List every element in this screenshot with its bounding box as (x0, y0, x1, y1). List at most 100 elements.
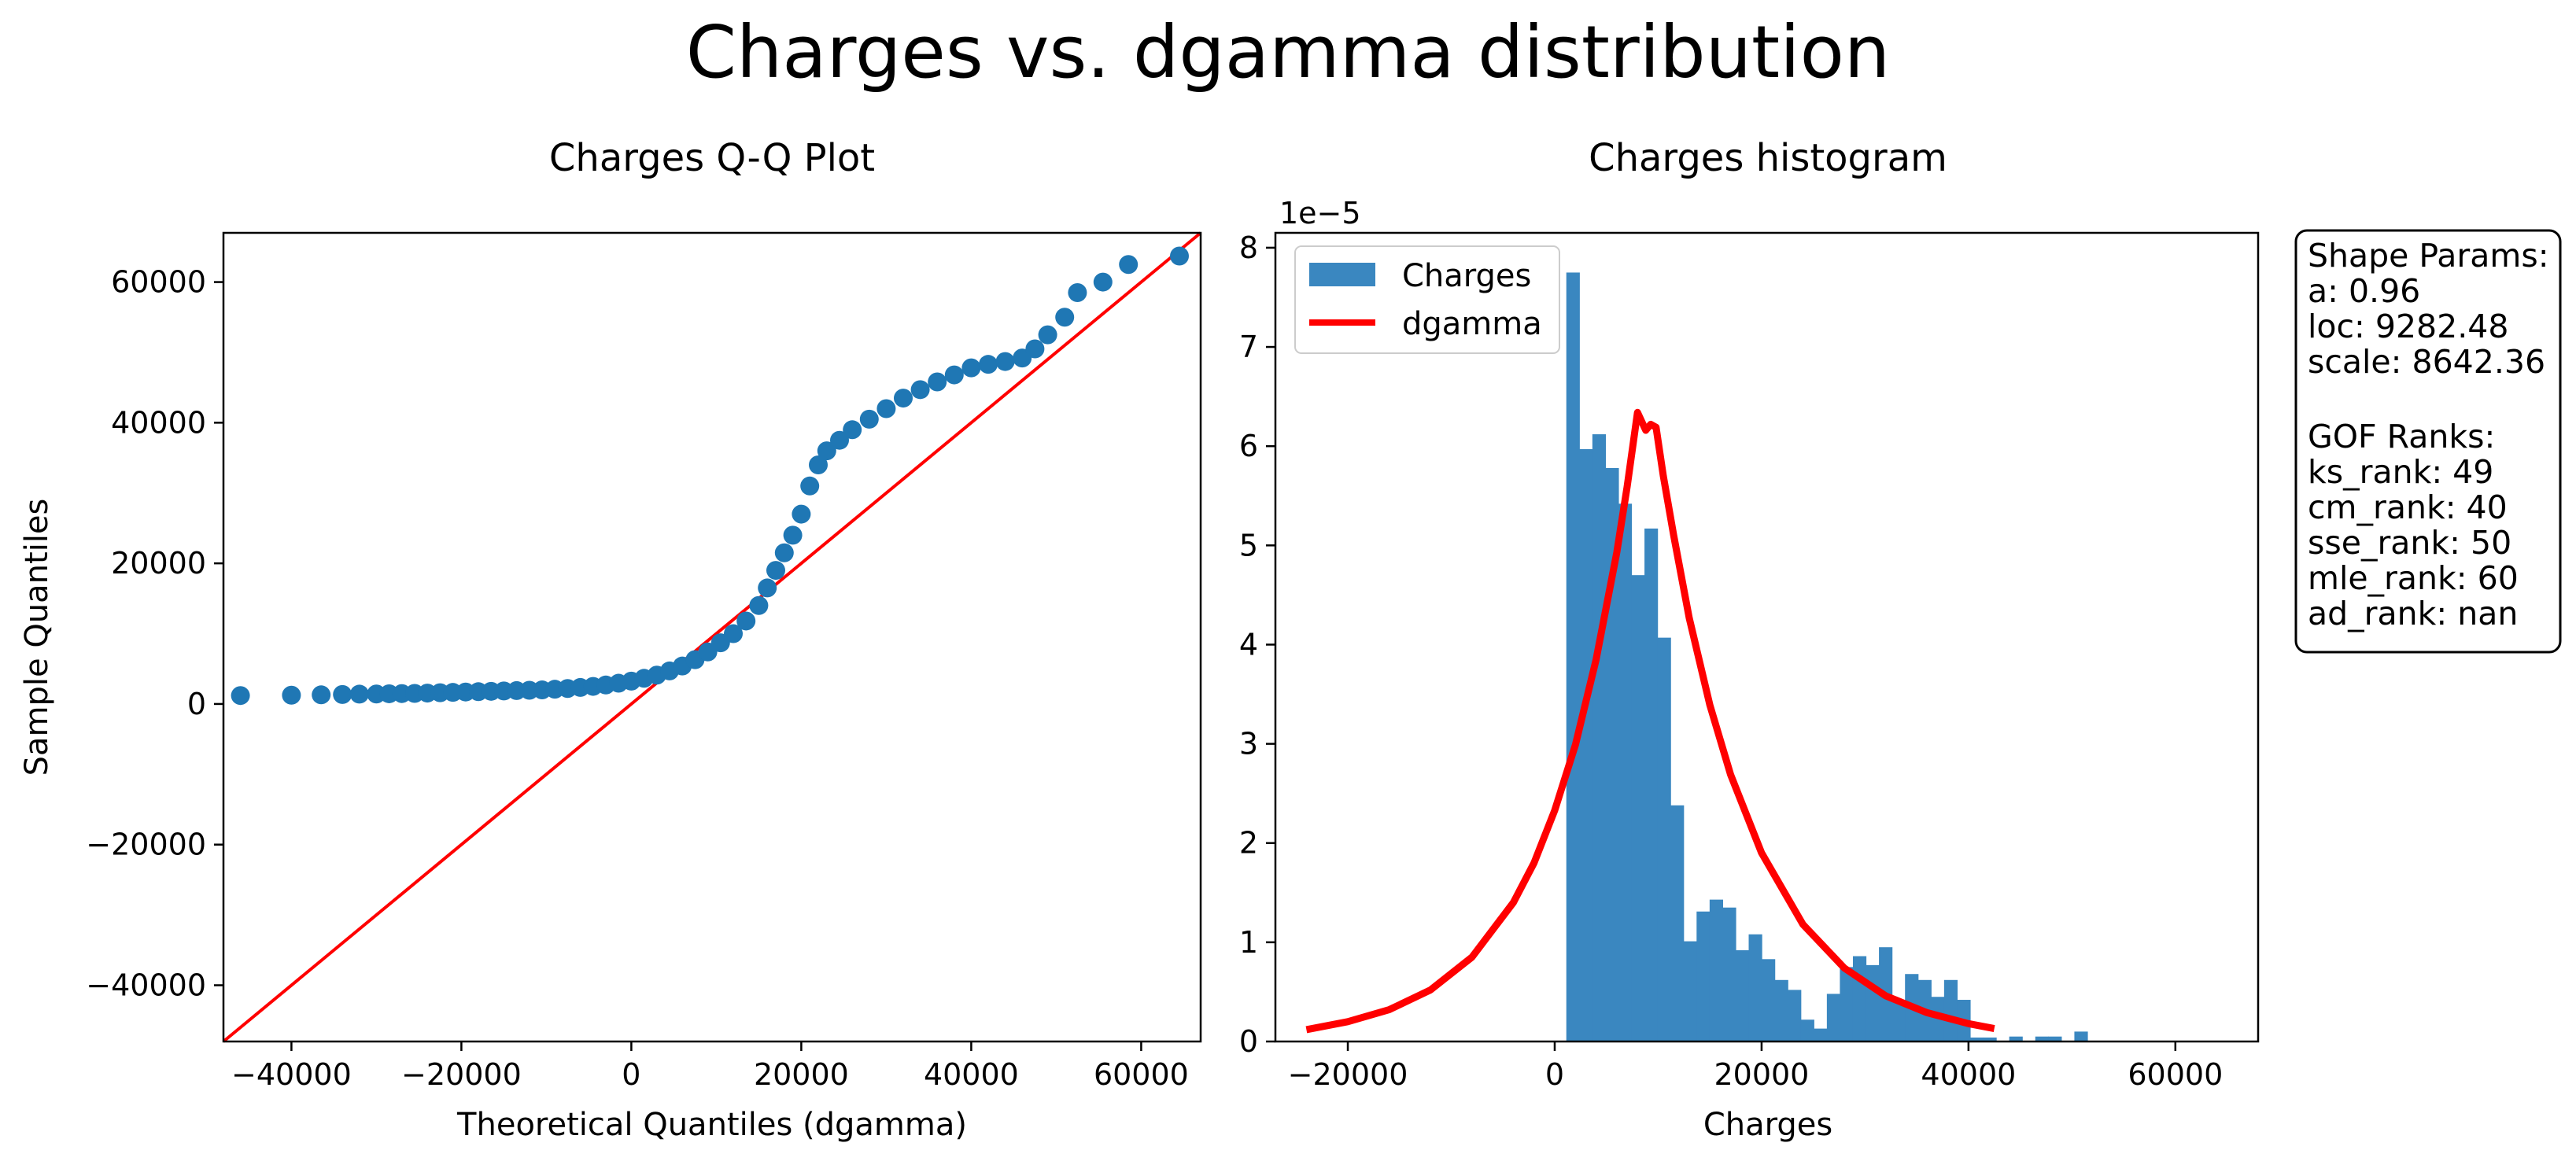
histogram-x-ticks: −20000 0 20000 40000 60000 (1288, 1041, 2223, 1092)
info-line-cm-rank: cm_rank: 40 (2308, 488, 2508, 526)
histogram-x-tick-label: 60000 (2128, 1057, 2223, 1092)
qq-marks (222, 231, 1202, 1043)
info-line-mle-rank: mle_rank: 60 (2308, 559, 2519, 597)
histogram-y-tick-label: 8 (1239, 230, 1258, 265)
qq-plot-title: Charges Q-Q Plot (549, 136, 875, 180)
histogram-bar (1579, 448, 1593, 1041)
qq-x-tick-label: 60000 (1094, 1057, 1189, 1092)
info-line-gof-ranks: GOF Ranks: (2308, 418, 2495, 455)
qq-point (894, 389, 913, 408)
histogram-bar (1826, 994, 1841, 1041)
qq-axes-frame (222, 231, 1202, 1043)
qq-point (928, 372, 947, 392)
qq-x-tick-label: 0 (622, 1057, 640, 1092)
qq-point (312, 685, 331, 705)
histogram-bar (1722, 907, 1736, 1041)
qq-point (995, 352, 1015, 371)
qq-point (724, 624, 743, 643)
histogram-x-tick-label: 40000 (1921, 1057, 2016, 1092)
info-line-scale: scale: 8642.36 (2308, 343, 2545, 381)
legend-swatch-charges (1309, 263, 1375, 286)
info-line-loc: loc: 9282.48 (2308, 308, 2508, 345)
histogram-y-tick-label: 0 (1239, 1024, 1258, 1059)
histogram-y-tick-label: 3 (1239, 727, 1258, 761)
qq-point (749, 595, 769, 615)
qq-point (910, 380, 930, 400)
qq-point (774, 543, 794, 562)
qq-x-axis-label: Theoretical Quantiles (dgamma) (456, 1107, 967, 1143)
qq-point (333, 684, 352, 704)
histogram-bar (1670, 805, 1685, 1041)
qq-point (1038, 325, 1057, 345)
histogram-bar (1735, 949, 1750, 1041)
qq-point (817, 441, 836, 461)
qq-point (349, 684, 369, 704)
qq-point (792, 504, 811, 524)
qq-point (783, 525, 803, 545)
fit-info-box: Shape Params: a: 0.96 loc: 9282.48 scale… (2294, 229, 2562, 654)
qq-point (843, 420, 862, 440)
histogram-bar (1709, 899, 1724, 1041)
qq-y-axis-label: Sample Quantiles (19, 499, 55, 776)
qq-point (830, 430, 849, 450)
qq-x-tick-label: 20000 (754, 1057, 849, 1092)
qq-y-tick-label: 40000 (111, 405, 206, 440)
qq-point (877, 399, 896, 418)
histogram-title: Charges histogram (1589, 136, 1947, 180)
qq-point (961, 358, 981, 378)
qq-x-tick-label: −20000 (401, 1057, 522, 1092)
histogram-bar (1696, 911, 1711, 1041)
histogram-bar (1852, 956, 1867, 1041)
histogram-bar (2074, 1031, 2088, 1041)
qq-plot-panel: Charges Q-Q Plot −40000 −20000 0 20000 40000… (19, 136, 1202, 1143)
qq-point (766, 561, 785, 581)
info-line-a: a: 0.96 (2308, 272, 2420, 310)
histogram-bar (1631, 575, 1645, 1041)
histogram-bar (1969, 1037, 1984, 1041)
histogram-bar (1800, 1019, 1814, 1041)
histogram-bar (1592, 434, 1606, 1041)
info-line-ks-rank: ks_rank: 49 (2308, 453, 2493, 491)
qq-y-tick-label: 0 (187, 687, 206, 721)
histogram-bar (1683, 941, 1697, 1041)
histogram-y-tick-label: 4 (1239, 627, 1258, 662)
histogram-bar (2035, 1036, 2049, 1041)
qq-point (736, 611, 756, 631)
histogram-bar (1840, 967, 1854, 1041)
histogram-y-tick-label: 6 (1239, 429, 1258, 463)
qq-y-tick-label: 60000 (111, 265, 206, 300)
histogram-bar (1618, 503, 1633, 1041)
qq-point (1093, 272, 1113, 292)
info-line-sse-rank: sse_rank: 50 (2308, 524, 2511, 562)
qq-point (231, 686, 250, 706)
qq-point (809, 455, 828, 474)
histogram-bar (1866, 964, 1880, 1041)
qq-reference-line (222, 231, 1202, 1043)
qq-x-ticks: −40000 −20000 0 20000 40000 60000 (231, 1041, 1189, 1092)
histogram-y-tick-label: 1 (1239, 925, 1258, 960)
qq-point (979, 355, 998, 374)
histogram-x-tick-label: −20000 (1288, 1057, 1408, 1092)
qq-y-tick-label: −40000 (86, 968, 206, 1002)
histogram-bar (1814, 1028, 1828, 1041)
qq-point (282, 685, 301, 705)
qq-point (800, 476, 820, 496)
histogram-bar (1566, 272, 1580, 1041)
histogram-y-offset-label: 1e−5 (1279, 196, 1361, 230)
histogram-y-tick-label: 5 (1239, 528, 1258, 562)
info-line-shape-params: Shape Params: (2308, 237, 2549, 275)
histogram-legend: Charges dgamma (1294, 245, 1560, 354)
histogram-y-tick-label: 2 (1239, 826, 1258, 861)
histogram-panel: Charges histogram −20000 0 20000 40000 60000… (1239, 136, 2260, 1143)
dgamma-fit-line-group (1305, 408, 1995, 1034)
qq-point (758, 578, 777, 598)
histogram-axes-frame (1274, 231, 2260, 1043)
dgamma-fit-line (1305, 408, 1995, 1034)
histogram-bar (1644, 528, 1659, 1041)
histogram-bar (2009, 1036, 2023, 1041)
histogram-bar (1891, 1000, 1906, 1041)
histogram-x-axis-label: Charges (1703, 1107, 1832, 1143)
qq-x-tick-label: −40000 (231, 1057, 352, 1092)
histogram-bar (1774, 979, 1788, 1041)
legend-label-charges: Charges (1402, 258, 1531, 294)
